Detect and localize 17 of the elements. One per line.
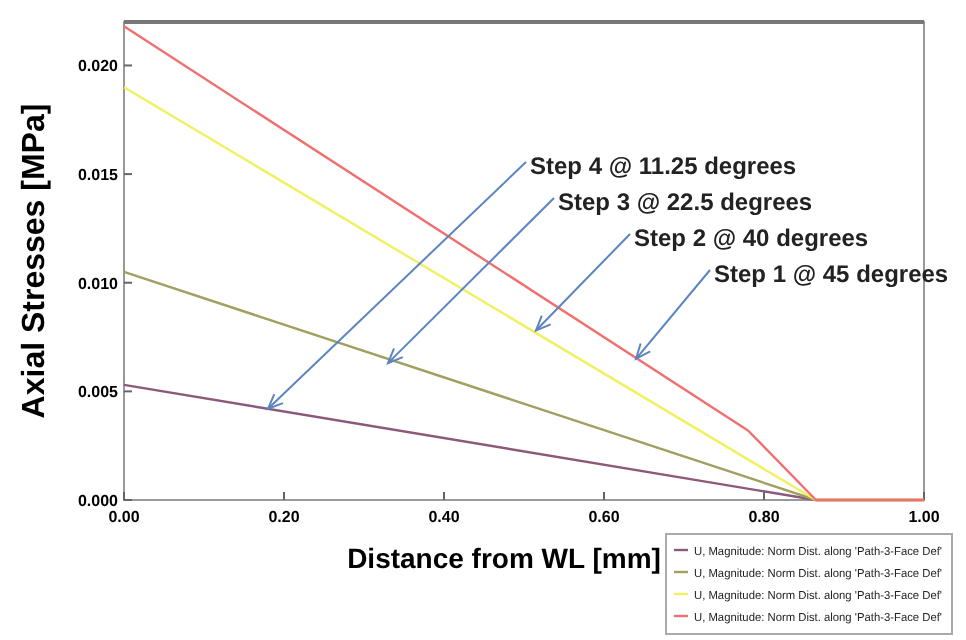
y-tick-label: 0.015 xyxy=(77,166,120,185)
y-tick-label: 0.010 xyxy=(77,274,120,293)
x-tick-label: 0.00 xyxy=(108,508,141,526)
annotation: Step 1 @ 45 degrees xyxy=(714,260,949,288)
y-axis-title: Axial Stresses [MPa] xyxy=(18,103,52,419)
x-tick-label: 0.60 xyxy=(588,508,621,526)
y-tick-label: 0.020 xyxy=(77,57,120,76)
x-tick-label: 0.80 xyxy=(748,508,781,526)
x-tick-label: 0.20 xyxy=(268,508,301,526)
x-tick-label: 1.00 xyxy=(908,508,941,526)
x-axis-title: Distance from WL [mm] xyxy=(347,542,661,574)
x-tick-label: 0.40 xyxy=(428,508,461,526)
y-tick-label: 0.000 xyxy=(77,492,120,510)
annotation: Step 3 @ 22.5 degrees xyxy=(558,188,813,216)
y-tick-label: 0.005 xyxy=(77,383,120,402)
annotation: Step 2 @ 40 degrees xyxy=(634,224,869,252)
annotation: Step 4 @ 11.25 degrees xyxy=(530,152,797,180)
